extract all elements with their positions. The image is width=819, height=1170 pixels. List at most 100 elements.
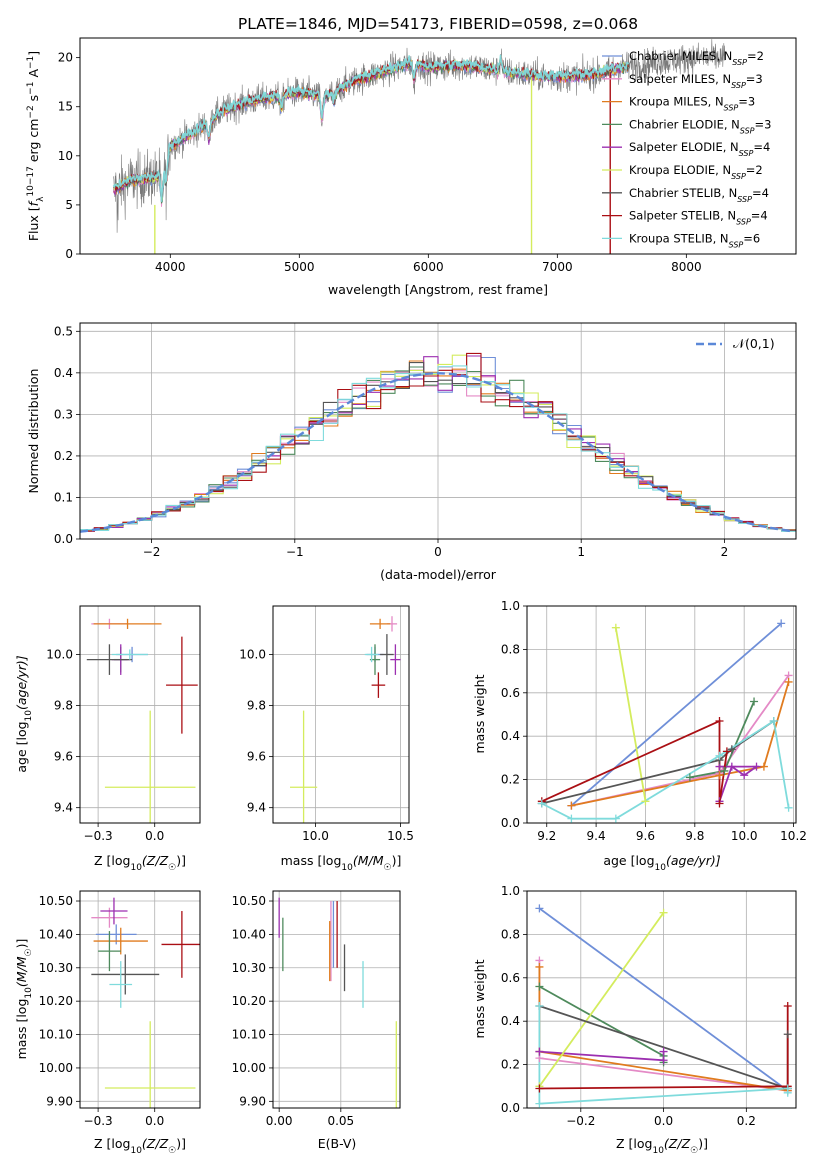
weight-marker (777, 619, 786, 628)
weight-line-chabrier-miles (570, 622, 782, 807)
weight-marker (759, 762, 768, 771)
weight-marker (720, 766, 729, 775)
mass-vs-EBV-xlabel: E(B-V) (318, 1136, 357, 1151)
mass-weight-vs-age-ytick-label: 0.0 (501, 816, 520, 830)
legend-sub: SSP (736, 217, 751, 226)
legend-sub: SSP (724, 103, 739, 112)
mass-weight-vs-Z-panel: −0.2 0.0 0.2 0.0 0.2 0.4 0.6 0.8 1.0 Z [log10(Z/Z… (472, 884, 797, 1156)
mass-vs-EBV-ytick-label: 10.30 (232, 961, 266, 975)
residual-histogram-ytick-label: 0.4 (54, 366, 73, 380)
mass-vs-Z-ylabel-part: mass [log (14, 999, 29, 1060)
spectrum-frame (79, 37, 797, 255)
age-vs-Z-plot-area (86, 618, 198, 823)
age-vs-mass-xtick-label: 10.5 (387, 829, 414, 843)
age-vs-Z-xlabel-part: ☉ (168, 863, 176, 873)
mass-weight-vs-Z-ytick-label: 0.2 (501, 1058, 520, 1072)
mass-vs-Z-xlabel: Z [log10(Z/Z☉)] (94, 1136, 186, 1156)
age-vs-Z-panel: −0.3 0.09.49.69.810.0Z [log10(Z/Z☉)]age [… (14, 605, 201, 873)
mass-weight-vs-age-xtick-label: 9.4 (587, 829, 606, 843)
mass-vs-Z-ytick-label: 10.20 (39, 994, 73, 1008)
age-vs-Z-ylabel-part: (age/yr)] (14, 655, 29, 710)
age-vs-Z-frame (79, 605, 201, 824)
age-vs-Z-xtick-label: −0.3 (84, 829, 113, 843)
mass-vs-Z-frame (79, 890, 201, 1109)
mass-vs-Z-xlabel-part: 10 (130, 1146, 142, 1156)
age-vs-Z-ylabel-part: age [log (14, 721, 29, 772)
legend-entry: Chabrier MILES, NSSP=2 (629, 49, 764, 67)
age-vs-mass-ytick-label: 9.6 (247, 750, 266, 764)
legend-n: =4 (751, 209, 768, 223)
legend-n: =2 (746, 163, 763, 177)
residual-histogram-xtick-label: 0 (434, 545, 442, 559)
mass-vs-EBV-ytick-label: 9.90 (239, 1094, 266, 1108)
residual-histogram-ytick-label: 0.3 (54, 407, 73, 421)
age-vs-Z-xlabel: Z [log10(Z/Z☉)] (94, 853, 186, 873)
mass-weight-vs-Z-xlabel-part: ☉ (690, 1146, 698, 1156)
mass-vs-Z-ytick-label: 10.50 (39, 894, 73, 908)
weight-marker (535, 904, 544, 913)
spectrum-ylabel-part: f (26, 200, 41, 206)
normal-reference-curve (80, 372, 794, 533)
spectrum-ylabel: Flux [fλ10−17 erg cm−2 s−1 A−1] (26, 51, 46, 241)
weight-line-salpeter-stelib (539, 1006, 789, 1090)
spectrum-ylabel-part: −1 (26, 82, 36, 95)
weight-marker (715, 771, 724, 780)
weight-marker (537, 799, 546, 808)
mass-weight-vs-Z-frame (526, 890, 797, 1109)
weight-marker (611, 623, 620, 632)
mass-weight-vs-age-xlabel-part: (age/yr)] (666, 853, 721, 868)
mass-weight-vs-Z-ytick-label: 0.8 (501, 927, 520, 941)
age-vs-mass-ytick-label: 9.8 (247, 699, 266, 713)
spectrum-ylabel-part: −2 (26, 105, 36, 118)
mass-vs-EBV-ytick-label: 10.00 (232, 1061, 266, 1075)
age-vs-mass-xlabel: mass [log10(M/M☉)] (281, 853, 402, 873)
legend-entry: Chabrier STELIB, NSSP=4 (629, 186, 769, 204)
residual-histogram-xtick-label: −1 (286, 545, 304, 559)
mass-weight-vs-age-xtick-label: 10.0 (731, 829, 758, 843)
mass-weight-vs-Z-xtick-label: 0.2 (737, 1114, 756, 1128)
residual-histogram-plot-area (80, 352, 796, 533)
mass-weight-vs-Z-xlabel: Z [log10(Z/Z☉)] (616, 1136, 708, 1156)
legend-entry: Kroupa MILES, NSSP=3 (629, 95, 755, 113)
mass-vs-Z-xtick-label: −0.3 (84, 1114, 113, 1128)
mass-vs-Z-ylabel-part: 10 (24, 987, 34, 999)
weight-marker (535, 962, 544, 971)
weight-marker (750, 697, 759, 706)
legend-entry: Kroupa ELODIE, NSSP=2 (629, 163, 763, 181)
age-vs-Z-ylabel-part: 10 (24, 710, 34, 722)
weight-marker (784, 803, 793, 812)
mass-vs-EBV-plot-area (278, 897, 397, 1108)
mass-vs-EBV-panel: 0.00 0.05 9.90 10.00 10.10 10.20 10.30 10.40 10.… (232, 890, 401, 1151)
weight-line-kroupa-elodie (614, 627, 647, 802)
spectrum-xlabel: wavelength [Angstrom, rest frame] (328, 282, 548, 297)
legend-sub: SSP (731, 80, 746, 89)
residual-histogram-xtick-label: −2 (143, 545, 161, 559)
weight-marker (659, 1056, 668, 1065)
weight-marker (535, 1099, 544, 1108)
weight-marker (727, 762, 736, 771)
mass-weight-vs-Z-xlabel-part: (Z/Z (664, 1136, 691, 1151)
legend-model: Kroupa ELODIE, N (629, 163, 731, 177)
spectrum-model-kroupa-stelib (112, 54, 630, 202)
legend-sub: SSP (731, 172, 746, 181)
weight-line-kroupa-miles (571, 681, 790, 807)
weight-marker (722, 747, 731, 756)
mass-vs-Z-xtick-label: 0.0 (145, 1114, 164, 1128)
mass-vs-EBV-frame (272, 890, 401, 1109)
age-vs-Z-ytick-label: 9.6 (54, 750, 73, 764)
weight-marker (783, 1002, 792, 1011)
age-vs-Z-xtick-label: 0.0 (145, 829, 164, 843)
spectrum-ytick-label: 20 (58, 51, 73, 65)
residual-histogram-ytick-label: 0.0 (54, 532, 73, 546)
legend-entry: Salpeter ELODIE, NSSP=4 (629, 140, 770, 158)
spectrum-xtick-label: 6000 (413, 260, 444, 274)
weight-marker (641, 797, 650, 806)
age-vs-mass-xlabel-part: mass [log (281, 853, 342, 868)
mass-weight-vs-age-ytick-label: 1.0 (501, 599, 520, 613)
spectrum-plot-area (112, 39, 726, 254)
spectrum-panel: 4000 5000 6000 7000 8000 0 5 10 15 20 wavelength [… (26, 37, 797, 297)
mass-weight-vs-Z-xlabel-part: 10 (652, 1146, 664, 1156)
mass-weight-vs-age-frame (526, 605, 797, 824)
legend-sub: SSP (739, 149, 754, 158)
spectrum-ylabel-part: erg cm (26, 119, 41, 167)
